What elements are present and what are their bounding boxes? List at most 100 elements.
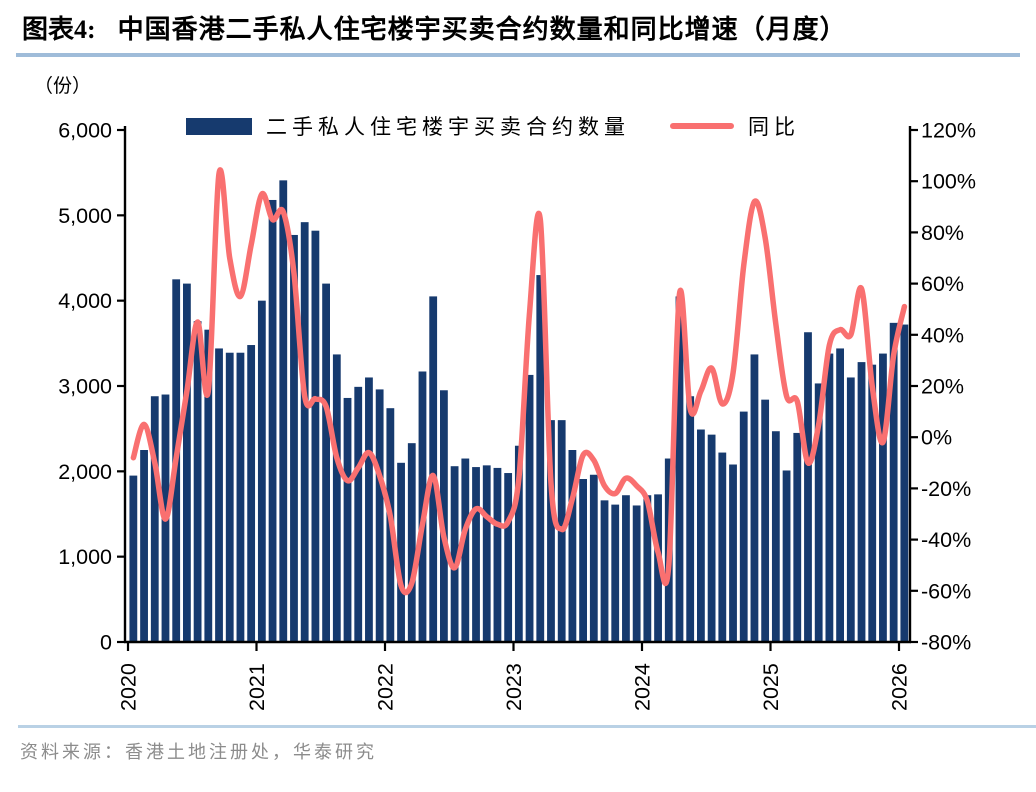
left-axis-tick-label: 4,000 <box>58 289 112 313</box>
bar <box>407 443 416 642</box>
bar <box>204 329 213 642</box>
bar <box>643 495 652 642</box>
chart-title: 中国香港二手私人住宅楼宇买卖合约数量和同比增速（月度） <box>117 15 847 44</box>
bar <box>568 450 577 642</box>
bars-series <box>129 180 909 642</box>
bar <box>761 399 770 642</box>
bar <box>140 450 148 642</box>
bar <box>889 322 898 642</box>
x-axis-year-label: 2024 <box>631 663 655 711</box>
bar <box>472 467 480 642</box>
right-axis-tick-label: -20% <box>921 477 971 501</box>
bar <box>236 352 245 642</box>
bar <box>536 275 545 642</box>
bar <box>482 465 491 642</box>
legend-bars-label: 二手私人住宅楼宇买卖合约数量 <box>266 115 630 139</box>
bar <box>268 199 277 642</box>
bar <box>279 180 288 642</box>
title-underline-divider <box>16 53 1020 57</box>
right-axis-tick-label: 0% <box>921 426 952 450</box>
bar <box>579 479 587 642</box>
bar <box>782 470 791 642</box>
chart-title-prefix: 图表4: <box>22 15 96 44</box>
x-axis-year-label: 2020 <box>117 663 141 711</box>
bar <box>225 352 234 642</box>
right-axis-tick-label: 120% <box>921 119 976 143</box>
bar <box>879 353 887 642</box>
right-axis-tick-label: -40% <box>921 528 971 552</box>
bar <box>504 473 513 642</box>
bar <box>375 389 384 642</box>
bar <box>450 466 459 642</box>
axis-labels: 0 1,000 2,000 3,000 4,000 5,000 6,000 -80% -60% -… <box>58 119 976 712</box>
bar <box>183 283 191 642</box>
bar <box>793 432 802 642</box>
left-axis-tick-label: 2,000 <box>58 460 112 484</box>
right-axis-tick-label: 20% <box>921 375 964 399</box>
bar <box>729 464 737 642</box>
bar <box>247 345 256 642</box>
bar <box>365 377 373 642</box>
bar <box>836 348 844 642</box>
bar <box>697 429 705 642</box>
right-axis-tick-label: -80% <box>921 631 971 655</box>
bar <box>900 324 909 642</box>
bar <box>846 377 855 642</box>
bar <box>322 283 330 642</box>
bar <box>589 474 598 642</box>
bar <box>354 386 363 642</box>
bar <box>150 396 159 642</box>
left-axis-unit-label: （份） <box>34 76 92 97</box>
bar <box>611 504 620 642</box>
bar <box>771 431 780 642</box>
bar <box>429 296 438 642</box>
bar <box>129 475 138 642</box>
bar <box>397 462 405 642</box>
bar <box>493 467 502 642</box>
bar <box>257 300 266 642</box>
bar <box>868 364 877 642</box>
bar <box>600 500 609 642</box>
bar <box>804 332 812 642</box>
chart-header: 图表4: 中国香港二手私人住宅楼宇买卖合约数量和同比增速（月度） <box>0 0 1036 57</box>
bar <box>290 234 298 642</box>
bar <box>525 374 534 642</box>
bar <box>654 494 662 642</box>
bar <box>622 495 630 642</box>
bar <box>461 458 470 642</box>
bar <box>686 396 695 642</box>
x-axis-year-label: 2021 <box>245 663 269 711</box>
yoy-line <box>130 167 908 596</box>
bar <box>632 505 641 642</box>
bar <box>750 354 759 642</box>
legend-line-swatch-icon <box>670 123 734 129</box>
axis-ticks <box>117 128 918 651</box>
bar <box>718 452 727 642</box>
bar <box>332 354 341 642</box>
right-axis-tick-label: 100% <box>921 170 976 194</box>
bar <box>547 420 555 642</box>
x-axis-year-label: 2025 <box>759 663 783 711</box>
legend-bar-swatch-icon <box>186 117 252 135</box>
bar <box>300 222 309 642</box>
x-axis-year-label: 2026 <box>888 663 912 711</box>
bar <box>343 397 352 642</box>
right-axis-tick-label: -60% <box>921 579 971 603</box>
bar <box>193 321 202 642</box>
left-axis-tick-label: 1,000 <box>58 545 112 569</box>
legend-line-label: 同比 <box>748 115 800 139</box>
right-axis-tick-label: 40% <box>921 323 964 347</box>
x-axis-year-label: 2023 <box>502 663 526 711</box>
bar <box>514 445 523 642</box>
chart-footer: 资料来源：香港土地注册处，华泰研究 <box>18 725 1036 764</box>
bar <box>418 371 427 642</box>
source-note: 资料来源：香港土地注册处，华泰研究 <box>20 742 377 762</box>
bar <box>707 434 716 642</box>
bar <box>857 362 866 642</box>
chart-area: 二手私人住宅楼宇买卖合约数量 同比 0 1,000 2,000 3,000 4,000 5… <box>0 97 1036 721</box>
right-axis-tick-label: 80% <box>921 221 964 245</box>
bar <box>311 230 320 642</box>
left-axis-tick-label: 6,000 <box>58 119 112 143</box>
x-axis-year-label: 2022 <box>374 663 398 711</box>
